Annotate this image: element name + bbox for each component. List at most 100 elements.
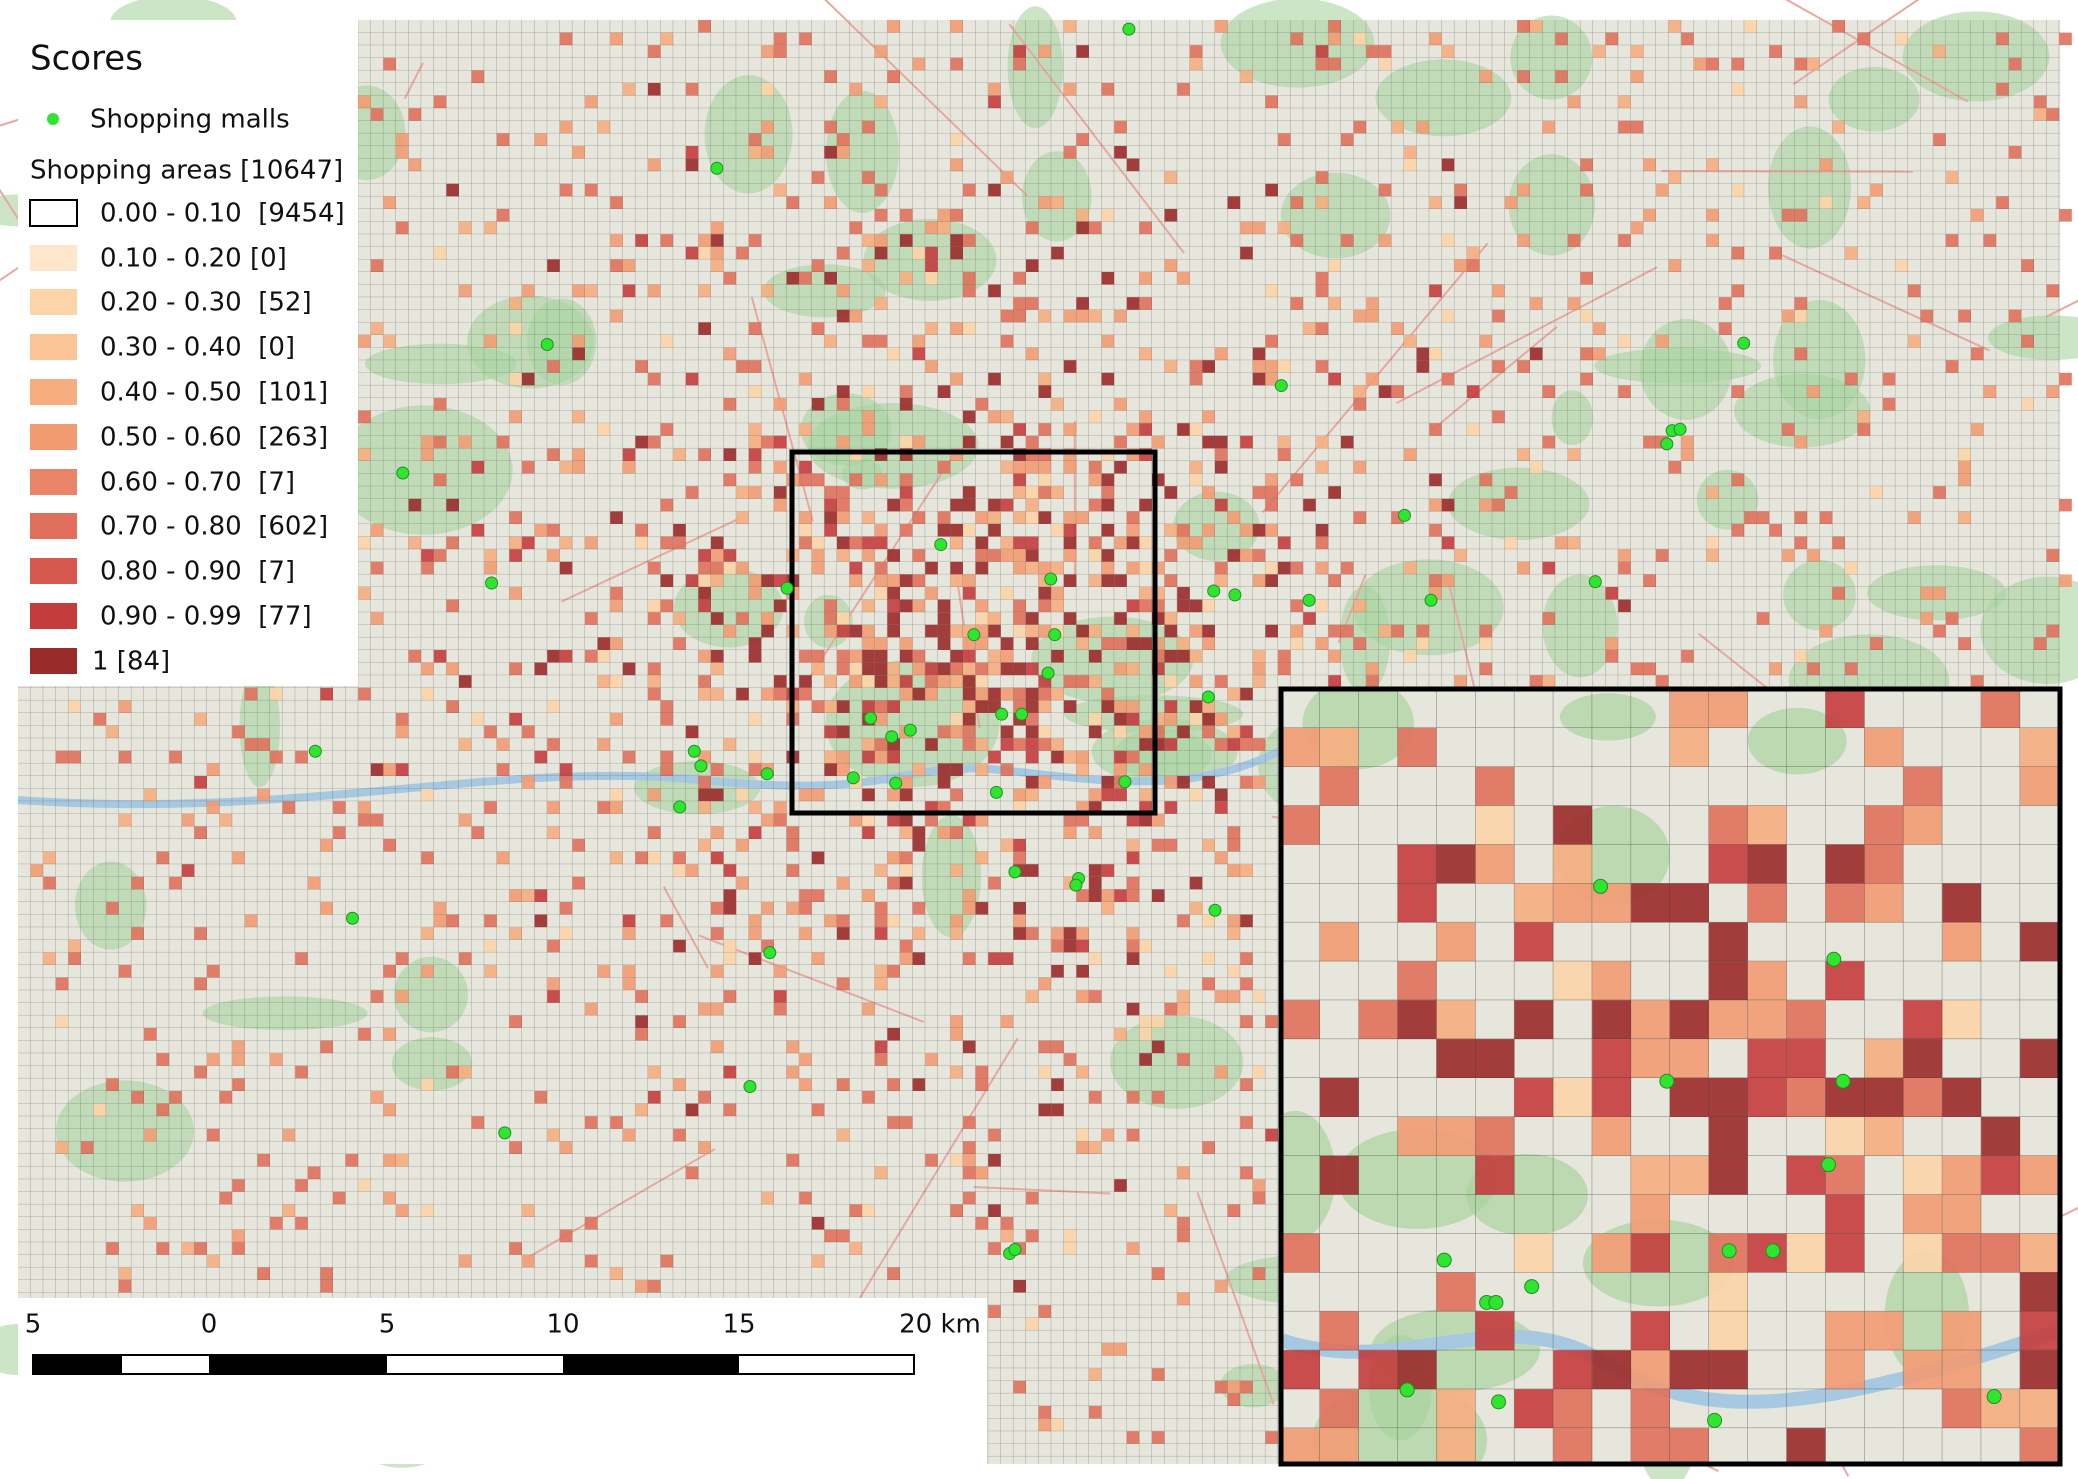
mall-points (308, 22, 2002, 1428)
mall-point (345, 911, 359, 925)
mall-point (1398, 508, 1411, 522)
legend-label: 0.40 - 0.50 [101] (100, 378, 328, 408)
mall-point (1048, 628, 1062, 642)
mall-point (1593, 878, 1609, 894)
mall-point (1491, 1394, 1507, 1410)
mall-point (540, 338, 554, 351)
grid-cell (2059, 498, 2072, 512)
mall-point (673, 800, 687, 814)
mall-point (308, 744, 322, 758)
mall-point (1228, 588, 1242, 602)
legend-label: 0.50 - 0.60 [263] (100, 423, 328, 453)
legend-label: 0.10 - 0.20 [0] (100, 244, 287, 274)
road (2045, 299, 2078, 318)
scale-label: 10 (546, 1310, 579, 1340)
mall-point (1765, 1243, 1781, 1259)
grid-cell (2059, 574, 2072, 587)
mall-point (846, 771, 860, 785)
scale-bar: 5 0 5 10 15 20 km (18, 1298, 987, 1464)
mall-point (1008, 865, 1022, 879)
mall-point (1488, 1294, 1504, 1310)
mall-point (1707, 1412, 1723, 1428)
legend-classes: 0.00 - 0.10 [9454] 0.10 - 0.20 [0] 0.20 - … (29, 199, 345, 677)
scale-label: 0 (201, 1310, 218, 1340)
mall-point (995, 707, 1009, 721)
mall-point (1399, 1382, 1415, 1398)
legend-label: 1 [84] (92, 647, 170, 677)
mall-point (889, 776, 903, 790)
mall-point (1673, 422, 1687, 436)
mall-point (1660, 437, 1674, 451)
legend-swatch (30, 648, 77, 674)
scale-segment (563, 1355, 739, 1374)
legend-mall-symbol (47, 113, 59, 125)
mall-point (1118, 775, 1132, 789)
scale-label: 20 km (899, 1310, 981, 1340)
mall-point (1721, 1243, 1737, 1259)
mall-point (1122, 22, 1136, 36)
legend-label: 0.30 - 0.40 [0] (100, 333, 295, 363)
mall-point (989, 785, 1003, 799)
mall-point (864, 711, 878, 725)
legend-label: 0.60 - 0.70 [7] (100, 468, 295, 498)
legend-swatch (30, 603, 77, 629)
scale-outline (32, 1354, 915, 1375)
mall-point (710, 161, 724, 175)
grid-cell (2059, 372, 2072, 386)
scale-segment (33, 1355, 122, 1374)
grid-cell (2059, 32, 2072, 46)
mall-point (687, 744, 701, 758)
mall-point (1524, 1279, 1540, 1295)
legend-label: 0.20 - 0.30 [52] (100, 288, 312, 318)
mall-point (485, 576, 499, 590)
legend-swatch (30, 513, 77, 539)
mall-point (1986, 1389, 2002, 1405)
legend-swatch (30, 469, 77, 495)
inset-map (1281, 689, 2060, 1464)
scale-label: 5 (25, 1310, 42, 1340)
mall-point (1737, 336, 1751, 350)
mall-point (694, 759, 708, 773)
mall-point (934, 538, 948, 552)
legend-swatch (30, 334, 77, 360)
mall-point (1207, 584, 1221, 598)
legend-malls: Shopping malls (90, 105, 290, 135)
mall-point (763, 946, 777, 960)
scale-segment (209, 1355, 387, 1374)
legend-label: 0.70 - 0.80 [602] (100, 512, 328, 542)
mall-point (1015, 707, 1029, 721)
mall-point (885, 730, 899, 744)
inset-frame (1278, 686, 2063, 1467)
mall-point (1436, 1252, 1452, 1268)
mall-point (1659, 1073, 1675, 1089)
legend-label: 0.00 - 0.10 [9454] (100, 199, 345, 229)
legend-areas-heading: Shopping areas [10647] (30, 156, 343, 186)
mall-point (1201, 690, 1215, 704)
mall-point (1008, 1242, 1022, 1256)
mall-point (967, 628, 981, 642)
mall-point (1588, 575, 1602, 589)
mall-point (498, 1126, 512, 1140)
legend-swatch (30, 379, 77, 405)
legend-swatch (30, 424, 77, 450)
legend-label: 0.80 - 0.90 [7] (100, 557, 295, 587)
mall-point (743, 1080, 757, 1093)
scale-label: 15 (722, 1310, 755, 1340)
legend-label: 0.90 - 0.99 [77] (100, 602, 312, 632)
mall-point (1424, 593, 1438, 607)
mall-point (1821, 1157, 1836, 1173)
mall-point (1044, 572, 1058, 586)
scale-label: 5 (379, 1310, 396, 1340)
legend-title: Scores (30, 39, 143, 79)
mall-point (780, 581, 794, 595)
legend-swatch (30, 289, 77, 315)
scale-box (18, 1298, 987, 1464)
mall-point (1835, 1073, 1851, 1089)
legend-swatch (30, 245, 77, 271)
grid-cell (2059, 209, 2072, 222)
mall-point (760, 767, 774, 781)
focus-box (789, 449, 1158, 816)
mall-point (396, 466, 410, 480)
mall-point (1069, 878, 1083, 892)
